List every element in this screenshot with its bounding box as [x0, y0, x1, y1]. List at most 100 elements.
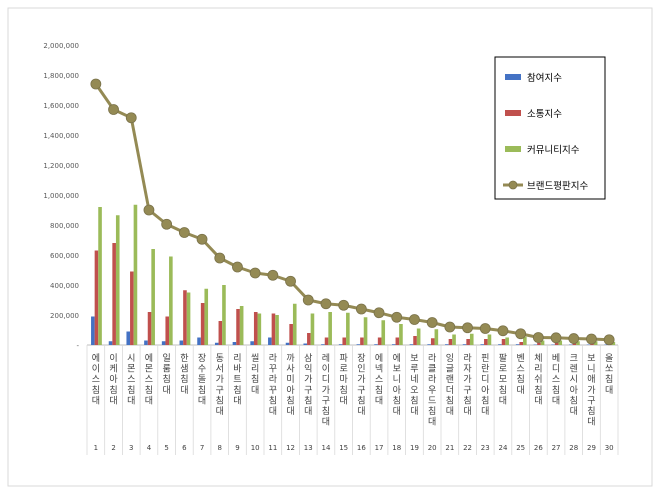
rank-label: 12: [286, 444, 295, 452]
brand-index-marker: [144, 205, 154, 215]
rank-label: 13: [304, 444, 313, 452]
bar-커뮤니티지수: [470, 334, 474, 345]
brand-index-marker: [533, 333, 543, 343]
brand-index-marker: [250, 268, 260, 278]
rank-label: 2: [111, 444, 115, 452]
bar-커뮤니티지수: [505, 338, 509, 346]
bar-참여지수: [463, 344, 467, 345]
rank-label: 28: [569, 444, 578, 452]
brand-index-marker: [109, 105, 119, 115]
bar-참여지수: [445, 344, 449, 345]
bar-소통지수: [396, 338, 400, 346]
bar-커뮤니티지수: [275, 315, 279, 345]
bar-참여지수: [144, 341, 148, 346]
brand-index-marker: [303, 295, 313, 305]
bar-참여지수: [215, 343, 219, 345]
bar-소통지수: [325, 338, 329, 346]
bar-참여지수: [303, 344, 307, 346]
rank-label: 22: [463, 444, 472, 452]
bar-참여지수: [339, 344, 343, 345]
legend-swatch: [505, 74, 521, 80]
bar-커뮤니티지수: [151, 249, 155, 345]
bar-참여지수: [91, 317, 95, 346]
bar-참여지수: [180, 341, 184, 346]
bar-커뮤니티지수: [204, 289, 208, 345]
bar-참여지수: [374, 344, 378, 345]
bar-커뮤니티지수: [134, 205, 138, 345]
bar-참여지수: [109, 341, 113, 345]
rank-label: 7: [200, 444, 204, 452]
bar-소통지수: [112, 243, 116, 345]
brand-index-marker: [480, 324, 490, 334]
legend-swatch-marker: [509, 181, 517, 189]
brand-index-marker: [604, 335, 614, 345]
brand-index-marker: [356, 304, 366, 314]
bar-참여지수: [250, 341, 254, 345]
rank-label: 29: [587, 444, 596, 452]
bar-커뮤니티지수: [381, 320, 385, 345]
rank-label: 27: [552, 444, 561, 452]
bar-참여지수: [197, 338, 201, 346]
bar-소통지수: [449, 339, 453, 345]
brand-index-marker: [498, 326, 508, 336]
bar-참여지수: [126, 332, 130, 346]
bar-커뮤니티지수: [364, 317, 368, 345]
bar-소통지수: [130, 272, 134, 346]
bar-소통지수: [289, 324, 293, 345]
bar-소통지수: [484, 339, 488, 345]
bar-소통지수: [360, 338, 364, 346]
brand-index-marker: [374, 308, 384, 318]
brand-index-marker: [463, 323, 473, 333]
bar-참여지수: [268, 338, 272, 346]
bar-소통지수: [413, 336, 417, 345]
y-tick-label: 400,000: [50, 282, 79, 290]
rank-label: 16: [357, 444, 366, 452]
legend-label: 소통지수: [527, 109, 562, 120]
brand-index-marker: [427, 318, 437, 328]
rank-label: 9: [235, 444, 239, 452]
legend-swatch: [505, 146, 521, 152]
bar-커뮤니티지수: [98, 207, 102, 345]
rank-label: 30: [605, 444, 614, 452]
brand-index-marker: [162, 219, 172, 229]
bar-참여지수: [516, 344, 520, 345]
bar-소통지수: [183, 290, 187, 345]
bar-커뮤니티지수: [417, 329, 421, 346]
rank-label: 3: [129, 444, 133, 452]
brand-index-marker: [339, 300, 349, 310]
bar-소통지수: [95, 251, 99, 346]
bar-커뮤니티지수: [187, 293, 191, 346]
rank-label: 5: [164, 444, 168, 452]
bar-커뮤니티지수: [435, 329, 439, 345]
brand-index-marker: [569, 334, 579, 344]
bar-소통지수: [148, 312, 152, 345]
rank-label: 15: [339, 444, 348, 452]
bar-커뮤니티지수: [399, 324, 403, 345]
brand-index-marker: [126, 113, 136, 123]
bar-커뮤니티지수: [116, 215, 120, 345]
brand-index-marker: [232, 262, 242, 272]
legend-label: 참여지수: [527, 72, 562, 84]
bar-소통지수: [431, 338, 435, 345]
bar-커뮤니티지수: [258, 314, 262, 346]
